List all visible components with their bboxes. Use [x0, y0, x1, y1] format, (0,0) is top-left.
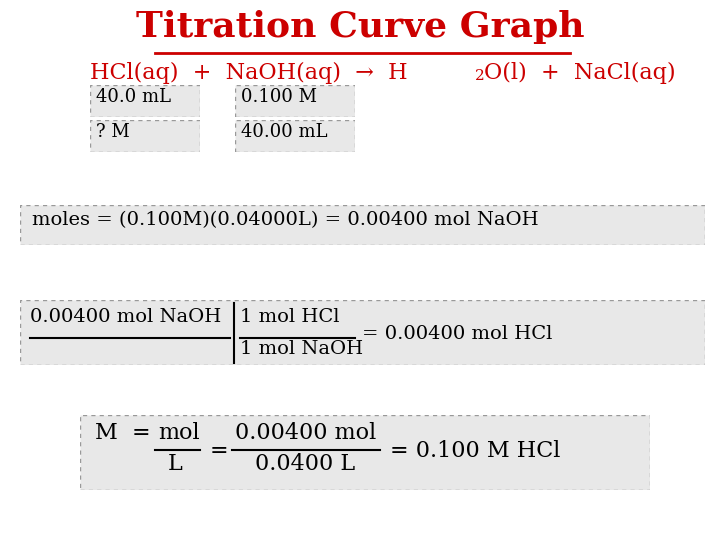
- Text: HCl(aq)  +  NaOH(aq)  →  H: HCl(aq) + NaOH(aq) → H: [90, 62, 408, 84]
- FancyBboxPatch shape: [20, 300, 705, 365]
- FancyBboxPatch shape: [235, 120, 355, 152]
- Text: M  =: M =: [95, 422, 150, 444]
- Text: mol: mol: [158, 422, 199, 444]
- Text: = 0.100 M HCl: = 0.100 M HCl: [390, 440, 560, 462]
- FancyBboxPatch shape: [90, 85, 200, 117]
- FancyBboxPatch shape: [235, 85, 355, 117]
- Text: 1 mol HCl: 1 mol HCl: [240, 308, 340, 326]
- Text: 2: 2: [475, 69, 485, 83]
- Text: Titration Curve Graph: Titration Curve Graph: [135, 10, 585, 44]
- FancyBboxPatch shape: [80, 415, 650, 490]
- Text: ? M: ? M: [96, 123, 130, 141]
- Text: 1 mol NaOH: 1 mol NaOH: [240, 340, 363, 358]
- Text: =: =: [210, 440, 229, 462]
- FancyBboxPatch shape: [20, 205, 705, 245]
- Text: L: L: [168, 453, 183, 475]
- Text: 40.00 mL: 40.00 mL: [241, 123, 328, 141]
- Text: 0.100 M: 0.100 M: [241, 88, 317, 106]
- Text: 40.0 mL: 40.0 mL: [96, 88, 171, 106]
- Text: 0.0400 L: 0.0400 L: [255, 453, 355, 475]
- Text: O(l)  +  NaCl(aq): O(l) + NaCl(aq): [484, 62, 675, 84]
- Text: 0.00400 mol NaOH: 0.00400 mol NaOH: [30, 308, 221, 326]
- Text: = 0.00400 mol HCl: = 0.00400 mol HCl: [362, 325, 552, 343]
- Text: moles = (0.100M)(0.04000L) = 0.00400 mol NaOH: moles = (0.100M)(0.04000L) = 0.00400 mol…: [32, 211, 539, 229]
- FancyBboxPatch shape: [90, 120, 200, 152]
- Text: 0.00400 mol: 0.00400 mol: [235, 422, 377, 444]
